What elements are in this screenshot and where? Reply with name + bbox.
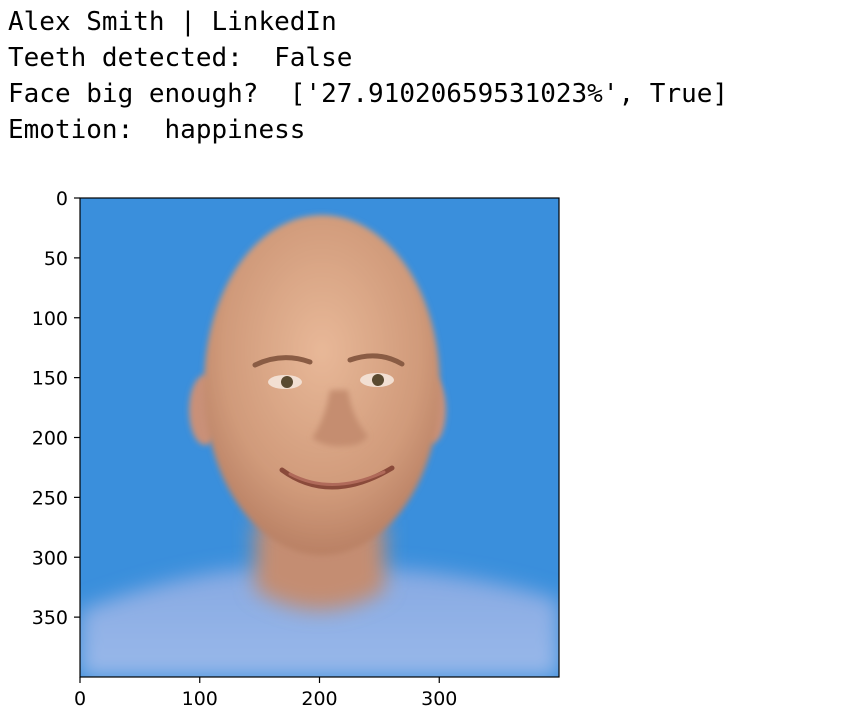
y-tick-label: 50 bbox=[44, 248, 68, 270]
output-line-emotion: Emotion: happiness bbox=[8, 115, 306, 145]
x-tick-label: 100 bbox=[182, 688, 218, 710]
portrait-image bbox=[80, 198, 559, 677]
y-axis: 0 50 100 150 200 250 300 350 bbox=[32, 188, 80, 629]
x-tick-label: 0 bbox=[74, 688, 86, 710]
y-tick-label: 250 bbox=[32, 487, 68, 509]
y-tick-label: 150 bbox=[32, 368, 68, 390]
x-axis: 0 100 200 300 bbox=[74, 677, 457, 710]
cell-output: Alex Smith | LinkedIn Teeth detected: Fa… bbox=[8, 4, 728, 148]
y-tick-label: 0 bbox=[56, 188, 68, 210]
y-tick-label: 350 bbox=[32, 607, 68, 629]
output-line-face-size: Face big enough? ['27.91020659531023%', … bbox=[8, 79, 729, 109]
nose bbox=[312, 390, 368, 447]
y-tick-label: 300 bbox=[32, 547, 68, 569]
output-line-title: Alex Smith | LinkedIn bbox=[8, 7, 337, 37]
left-iris bbox=[281, 376, 293, 388]
shirt bbox=[80, 567, 559, 677]
left-eyebrow bbox=[252, 355, 313, 368]
right-iris bbox=[372, 374, 384, 386]
image-plot-figure: 0 100 200 300 0 50 100 150 200 250 300 350 bbox=[0, 170, 600, 722]
y-tick-label: 200 bbox=[32, 428, 68, 450]
x-tick-label: 300 bbox=[421, 688, 457, 710]
lower-lip bbox=[288, 470, 386, 486]
right-eyebrow bbox=[347, 353, 405, 367]
x-tick-label: 200 bbox=[301, 688, 337, 710]
y-tick-label: 100 bbox=[32, 308, 68, 330]
face bbox=[204, 215, 440, 555]
output-line-teeth: Teeth detected: False bbox=[8, 43, 353, 73]
image-plot: 0 100 200 300 0 50 100 150 200 250 300 350 bbox=[32, 188, 560, 710]
